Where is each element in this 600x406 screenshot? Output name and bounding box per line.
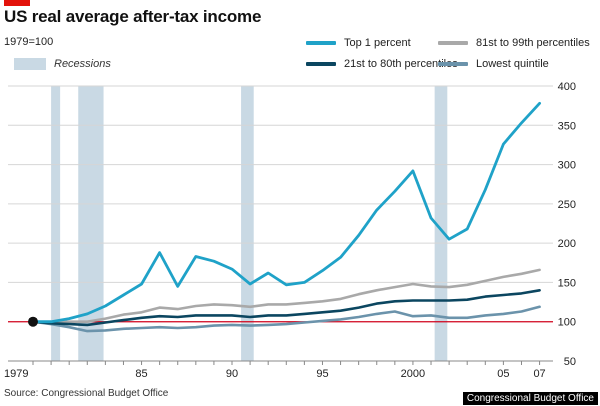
legend-swatch-21st-to-80th (306, 62, 336, 67)
x-tick-label-05: 05 (497, 368, 509, 380)
legend-recessions: Recessions (14, 58, 111, 71)
y-tick-label-300: 300 (558, 160, 576, 172)
x-tick-label-2000: 2000 (401, 368, 425, 380)
y-tick-label-50: 50 (564, 356, 576, 368)
series-line-81st-to-99th-percentiles (31, 268, 541, 324)
source-note: Source: Congressional Budget Office (4, 388, 169, 399)
series-line-top-1-percent (31, 101, 541, 324)
y-tick-label-250: 250 (558, 199, 576, 211)
recession-band-4 (434, 86, 448, 361)
y-tick-label-200: 200 (558, 238, 576, 250)
y-tick-label-100: 100 (558, 317, 576, 329)
legend-label-recessions: Recessions (54, 58, 111, 70)
series-line-lowest-quintile (31, 305, 541, 333)
start-point-marker (28, 316, 38, 327)
legend-top-1-percent: Top 1 percent (306, 37, 411, 49)
x-tick-label-95: 95 (316, 368, 328, 380)
chart-title: US real average after-tax income (4, 7, 262, 26)
legend-lowest-quintile: Lowest quintile (438, 58, 549, 70)
brand-accent-bar (4, 0, 30, 6)
legend-label-21st-to-80th: 21st to 80th percentiles (344, 58, 458, 70)
legend-21st-to-80th: 21st to 80th percentiles (306, 58, 458, 70)
legend-label-lowest-quintile: Lowest quintile (476, 58, 549, 70)
legend-81st-to-99th: 81st to 99th percentiles (438, 37, 590, 49)
legend-label-top-1-percent: Top 1 percent (344, 37, 411, 49)
legend-swatch-top-1-percent (306, 41, 336, 46)
credit-label: Congressional Budget Office (462, 392, 598, 405)
x-tick-label-1979: 1979 (4, 368, 28, 380)
y-tick-label-150: 150 (558, 277, 576, 289)
legend-swatch-81st-to-99th (438, 41, 468, 46)
x-tick-label-07: 07 (533, 368, 545, 380)
legend-swatch-lowest-quintile (438, 62, 468, 67)
y-tick-label-400: 400 (558, 81, 576, 93)
legend-swatch-recessions (14, 58, 46, 71)
y-tick-label-350: 350 (558, 120, 576, 132)
x-tick-label-90: 90 (226, 368, 238, 380)
recession-band-1 (51, 86, 61, 361)
chart-subtitle: 1979=100 (4, 36, 54, 48)
x-tick-label-85: 85 (135, 368, 147, 380)
legend-label-81st-to-99th: 81st to 99th percentiles (476, 37, 590, 49)
recession-band-3 (241, 86, 254, 361)
series-line-21st-to-80th-percentiles (31, 288, 541, 327)
